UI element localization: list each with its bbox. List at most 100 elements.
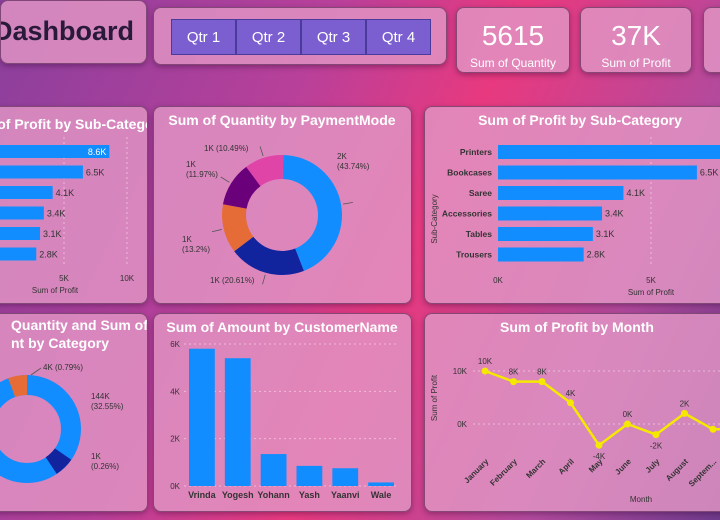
bar	[0, 165, 83, 179]
data-point	[481, 367, 489, 375]
kpi-quantity-card: 5615 Sum of Quantity	[456, 7, 570, 73]
y-tick-label: 0K	[170, 482, 180, 491]
bar	[0, 145, 110, 158]
bar-data-label: 2.8K	[39, 250, 58, 260]
data-point	[538, 378, 546, 386]
category-label: Yaanvi	[331, 490, 360, 500]
point-data-label: 10K	[478, 357, 493, 366]
point-data-label: -4K	[593, 452, 606, 461]
slice-label: 1K	[186, 160, 196, 169]
bar-data-label: 4.1K	[56, 188, 75, 198]
series-line	[484, 369, 720, 447]
chart-title: Sum of Quantity by PaymentMode	[168, 112, 395, 128]
kpi-profit-label: Sum of Profit	[601, 56, 671, 70]
point-data-label: 0K	[623, 410, 633, 419]
bar	[0, 227, 41, 240]
chart-title: Sum of Profit by Sub-Category	[478, 112, 682, 128]
bar	[498, 165, 697, 180]
profit-subcat-right-chart: Sum of Profit by Sub-Category Sub-Categor…	[430, 112, 720, 297]
qty-amount-category-chart: Quantity and Sum of nt by Category 4K (0.7…	[0, 317, 147, 483]
bar	[0, 206, 44, 220]
category-label: Saree	[469, 188, 492, 198]
donut-slice	[8, 374, 27, 398]
chart-title: Sum of Amount by CustomerName	[166, 319, 397, 335]
point-data-label: -2K	[650, 442, 663, 451]
bar-data-label: 3.4K	[605, 209, 624, 219]
slice-label: (13.2%)	[182, 245, 210, 254]
profit-subcat-left-chart: Sum of Profit by Sub-Category 5K 10K 8.6K 6.…	[0, 116, 147, 295]
leader-line	[211, 229, 222, 233]
bar-data-label: 2.8K	[587, 250, 606, 260]
profit-subcat-left-card: Sum of Profit by Sub-Category 5K 10K 8.6K 6.…	[0, 106, 148, 304]
donut-slice	[222, 204, 254, 252]
qtr3-button[interactable]: Qtr 3	[301, 19, 366, 55]
donut-slice	[222, 166, 261, 209]
category-label: Yogesh	[222, 490, 254, 500]
bar	[0, 247, 37, 261]
data-point	[510, 378, 517, 386]
category-label: Yash	[299, 490, 320, 500]
slice-label: (11.97%)	[186, 170, 218, 179]
chart-title: nt by Category	[11, 335, 109, 351]
profit-month-card: Sum of Profit by Month Sum of Profit 10K 0K…	[424, 313, 720, 512]
profit-month-chart: Sum of Profit by Month Sum of Profit 10K 0K…	[430, 319, 720, 504]
point-data-label: 4K	[566, 389, 576, 398]
qty-paymentmode-chart: Sum of Quantity by PaymentMode 2K(43.74%)…	[168, 112, 395, 285]
slice-label: 1K (10.49%)	[204, 144, 249, 153]
bar	[498, 206, 603, 221]
category-label: Printers	[460, 147, 492, 157]
y-tick-label: 2K	[170, 435, 180, 444]
x-axis-label: Month	[630, 495, 652, 504]
leader-line	[220, 176, 230, 183]
kpi-quantity-value: 5615	[481, 20, 545, 51]
x-tick-label: April	[557, 457, 576, 476]
kpi-partial-card	[703, 7, 720, 73]
qtr2-button[interactable]: Qtr 2	[236, 19, 301, 55]
x-tick-label: 5K	[59, 274, 69, 283]
x-tick-label: February	[488, 457, 519, 488]
qty-paymentmode-card: Sum of Quantity by PaymentMode 2K (43.74%)…	[153, 106, 412, 304]
donut-slice	[246, 155, 284, 187]
data-point	[567, 399, 574, 407]
slice-label: 1K	[91, 452, 101, 461]
bar	[332, 468, 359, 486]
quarter-slicer: Qtr 1 Qtr 2 Qtr 3 Qtr 4	[153, 7, 447, 65]
bar	[368, 482, 394, 486]
qtr4-button[interactable]: Qtr 4	[366, 19, 431, 55]
bar	[498, 186, 624, 200]
bar	[498, 145, 720, 159]
bar-data-label: 8.6K	[88, 147, 107, 157]
data-point	[595, 441, 603, 449]
qtr1-button[interactable]: Qtr 1	[171, 19, 236, 55]
bar-data-label: 3.1K	[596, 229, 615, 239]
category-label: Accessories	[442, 209, 492, 219]
x-tick-label: 10K	[120, 274, 135, 283]
bar-data-label: 3.4K	[47, 209, 66, 219]
x-axis-label: Sum of Profit	[32, 286, 79, 295]
kpi-profit-card: 37K Sum of Profit	[580, 7, 692, 73]
slice-label: 4K (0.79%)	[43, 363, 83, 372]
qty-amount-category-card: Quantity and Sum of nt by Category 4K (0.7…	[0, 313, 148, 512]
chart-title: Sum of Profit by Sub-Category	[0, 116, 147, 132]
slice-label: 1K	[182, 235, 192, 244]
x-tick-label: July	[644, 457, 662, 475]
amount-customer-chart: Sum of Amount by CustomerName 0K 2K 4K 6K Vri…	[166, 319, 399, 500]
bar	[498, 227, 593, 241]
bar-data-label: 6.5K	[700, 168, 719, 178]
category-label: Tables	[466, 229, 493, 239]
x-tick-label: June	[613, 457, 633, 477]
slice-label: 144K	[91, 392, 110, 401]
data-point	[709, 425, 717, 433]
dashboard-title-card: Dashboard	[0, 0, 147, 64]
slice-label: 1K (20.61%)	[210, 276, 255, 285]
slice-label: (32.55%)	[91, 402, 124, 411]
bar-data-label: 3.1K	[43, 229, 62, 239]
slice-label: (0.26%)	[91, 462, 119, 471]
y-tick-label: 4K	[170, 387, 180, 396]
leader-line	[262, 274, 266, 285]
category-label: Wale	[371, 490, 392, 500]
data-point	[681, 409, 688, 417]
bar	[498, 247, 584, 262]
bar	[224, 358, 251, 486]
y-tick-label: 10K	[453, 367, 468, 376]
